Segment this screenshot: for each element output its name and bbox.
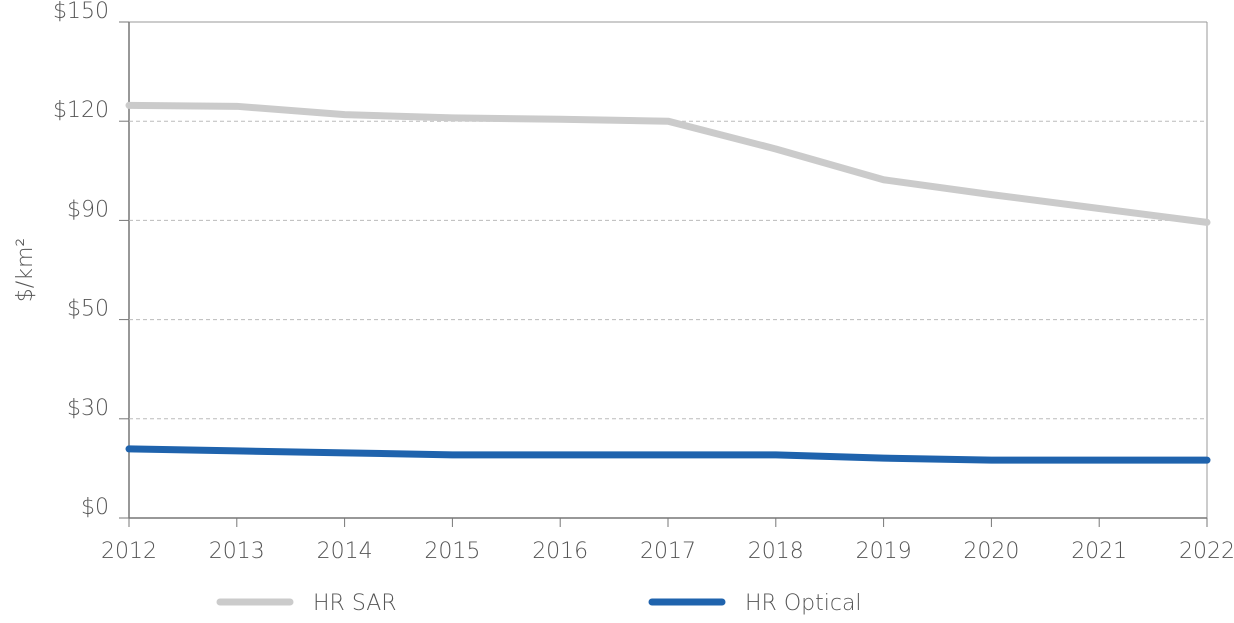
legend-label: HR Optical	[745, 591, 862, 616]
x-tick-label: 2016	[532, 539, 588, 564]
y-axis-label: $/km²	[13, 238, 38, 302]
y-tick-label: $0	[81, 495, 109, 520]
x-tick-label: 2014	[317, 539, 373, 564]
x-tick-label: 2020	[963, 539, 1019, 564]
x-tick-label: 2021	[1071, 539, 1127, 564]
y-tick-label: $120	[53, 98, 109, 123]
series-line	[125, 445, 1211, 464]
series-line	[125, 101, 1211, 226]
legend-label: HR SAR	[313, 591, 397, 616]
y-tick-label: $90	[67, 197, 109, 222]
y-tick-label: $50	[67, 297, 109, 322]
y-tick-label: $30	[67, 396, 109, 421]
x-tick-label: 2022	[1179, 539, 1234, 564]
x-tick-label: 2018	[748, 539, 804, 564]
x-tick-label: 2015	[424, 539, 480, 564]
x-tick-label: 2019	[856, 539, 912, 564]
x-tick-label: 2017	[640, 539, 696, 564]
x-tick-label: 2012	[101, 539, 157, 564]
y-tick-label: $150	[53, 0, 109, 24]
x-tick-label: 2013	[209, 539, 265, 564]
